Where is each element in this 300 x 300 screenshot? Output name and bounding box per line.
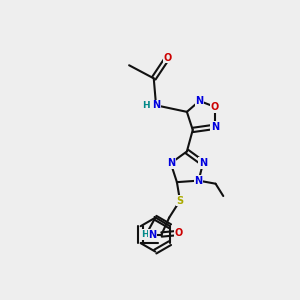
Text: O: O [174, 228, 183, 238]
Text: H: H [141, 230, 148, 239]
Text: N: N [148, 230, 157, 239]
Text: O: O [164, 52, 172, 63]
Text: N: N [195, 96, 203, 106]
Text: O: O [211, 102, 219, 112]
Text: N: N [211, 122, 219, 132]
Text: S: S [176, 196, 184, 206]
Text: N: N [199, 158, 207, 168]
Text: N: N [167, 158, 175, 168]
Text: N: N [152, 100, 160, 110]
Text: N: N [195, 176, 203, 186]
Text: H: H [142, 101, 150, 110]
